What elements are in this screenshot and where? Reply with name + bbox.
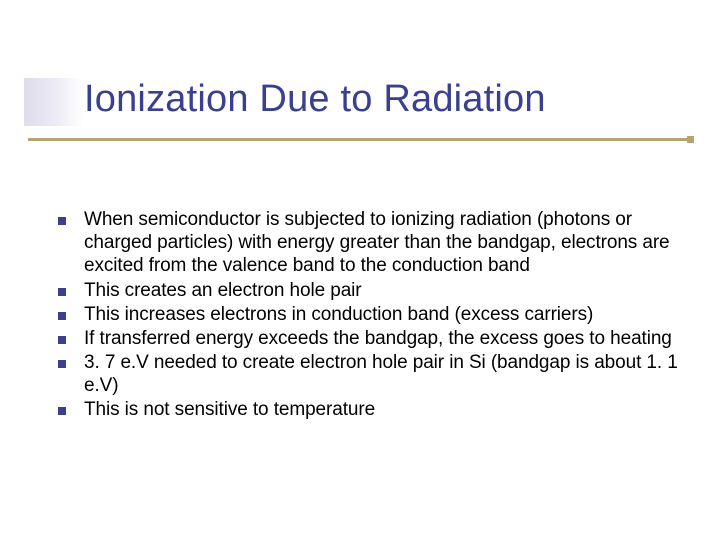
bullet-text: This increases electrons in conduction b…	[84, 303, 678, 326]
list-item: This is not sensitive to temperature	[58, 398, 678, 421]
bullet-text: When semiconductor is subjected to ioniz…	[84, 208, 678, 278]
list-item: When semiconductor is subjected to ioniz…	[58, 208, 678, 278]
bullet-list: When semiconductor is subjected to ioniz…	[58, 208, 678, 422]
square-bullet-icon	[58, 336, 66, 344]
bullet-text: This creates an electron hole pair	[84, 279, 678, 302]
title-underline-rule	[28, 138, 692, 141]
square-bullet-icon	[58, 217, 66, 225]
slide: Ionization Due to Radiation When semicon…	[0, 0, 720, 540]
title-region: Ionization Due to Radiation	[0, 78, 720, 121]
bullet-text: If transferred energy exceeds the bandga…	[84, 327, 678, 350]
list-item: This increases electrons in conduction b…	[58, 303, 678, 326]
list-item: If transferred energy exceeds the bandga…	[58, 327, 678, 350]
bullet-text: 3. 7 e.V needed to create electron hole …	[84, 351, 678, 397]
content-region: When semiconductor is subjected to ioniz…	[58, 208, 678, 423]
square-bullet-icon	[58, 407, 66, 415]
square-bullet-icon	[58, 288, 66, 296]
square-bullet-icon	[58, 312, 66, 320]
bullet-text: This is not sensitive to temperature	[84, 398, 678, 421]
list-item: This creates an electron hole pair	[58, 279, 678, 302]
slide-title: Ionization Due to Radiation	[0, 78, 720, 121]
list-item: 3. 7 e.V needed to create electron hole …	[58, 351, 678, 397]
square-bullet-icon	[58, 360, 66, 368]
